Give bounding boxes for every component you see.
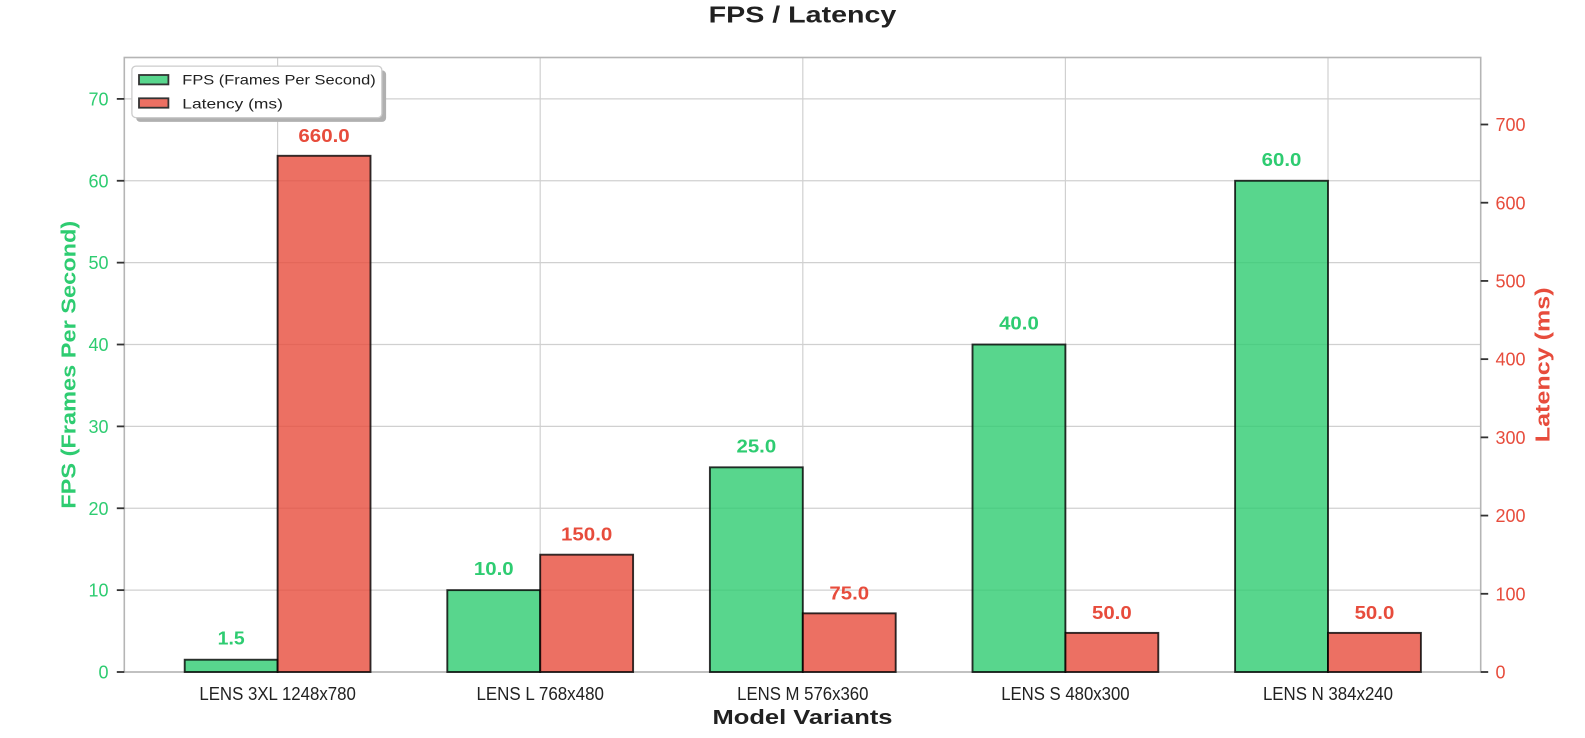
svg-text:25.0: 25.0 (737, 435, 777, 456)
svg-text:75.0: 75.0 (829, 582, 869, 603)
svg-text:1.5: 1.5 (218, 628, 245, 649)
svg-text:LENS L 768x480: LENS L 768x480 (476, 684, 604, 704)
svg-text:60: 60 (88, 171, 108, 191)
svg-text:FPS (Frames Per Second): FPS (Frames Per Second) (182, 72, 375, 88)
svg-text:40: 40 (88, 335, 108, 355)
svg-text:400: 400 (1496, 350, 1526, 370)
svg-text:60.0: 60.0 (1262, 149, 1302, 170)
svg-text:300: 300 (1496, 428, 1526, 448)
svg-text:700: 700 (1496, 115, 1526, 135)
svg-text:200: 200 (1496, 506, 1526, 526)
svg-text:0: 0 (1496, 663, 1506, 683)
svg-text:30: 30 (88, 417, 108, 437)
svg-text:FPS (Frames Per Second): FPS (Frames Per Second) (58, 221, 80, 509)
svg-text:10: 10 (88, 581, 108, 601)
svg-text:50: 50 (88, 253, 108, 273)
svg-text:50.0: 50.0 (1092, 602, 1132, 623)
svg-text:LENS 3XL 1248x780: LENS 3XL 1248x780 (199, 684, 356, 704)
svg-text:LENS N 384x240: LENS N 384x240 (1263, 684, 1393, 704)
svg-text:Latency (ms): Latency (ms) (182, 96, 283, 112)
svg-text:70: 70 (88, 90, 108, 110)
svg-text:600: 600 (1496, 193, 1526, 213)
svg-text:660.0: 660.0 (298, 125, 349, 146)
svg-text:Model Variants: Model Variants (713, 707, 893, 729)
svg-text:LENS M 576x360: LENS M 576x360 (737, 684, 868, 704)
svg-text:150.0: 150.0 (561, 524, 612, 545)
svg-text:0: 0 (98, 663, 108, 683)
svg-text:20: 20 (88, 499, 108, 519)
svg-text:100: 100 (1496, 584, 1526, 604)
svg-text:FPS / Latency: FPS / Latency (709, 2, 897, 28)
svg-text:40.0: 40.0 (999, 313, 1039, 334)
svg-text:10.0: 10.0 (474, 558, 514, 579)
svg-text:Latency (ms): Latency (ms) (1532, 287, 1554, 442)
svg-text:500: 500 (1496, 272, 1526, 292)
svg-text:50.0: 50.0 (1355, 602, 1395, 623)
svg-text:LENS S 480x300: LENS S 480x300 (1001, 684, 1129, 704)
